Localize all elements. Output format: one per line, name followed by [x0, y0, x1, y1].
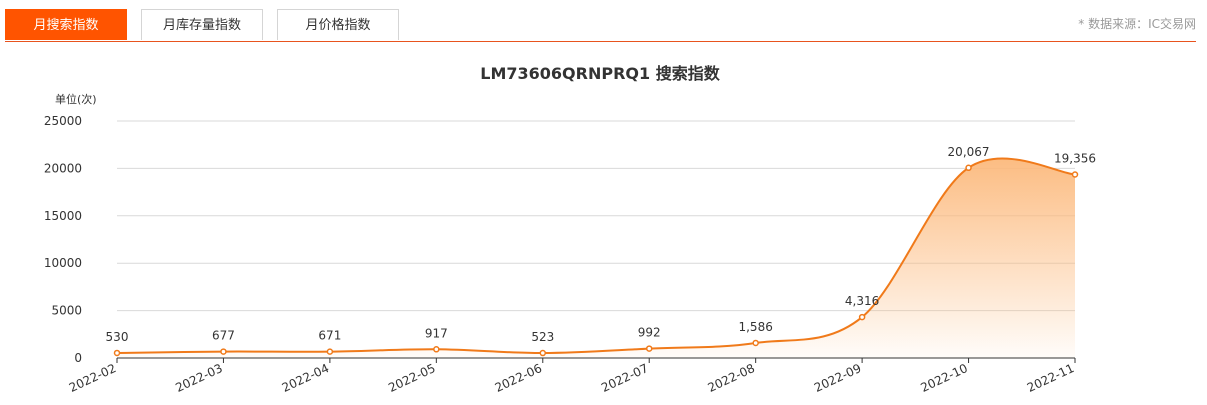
data-point-4: [539, 349, 547, 357]
data-label-0: 530: [106, 330, 129, 344]
data-point-2: [326, 348, 334, 355]
x-tick-label-5: 2022-07: [599, 361, 650, 395]
data-point-9: [1071, 171, 1079, 178]
y-tick-label-2: 10000: [44, 256, 82, 270]
x-tick-label-3: 2022-05: [386, 361, 437, 395]
data-point-3: [433, 346, 440, 353]
x-tick-label-2: 2022-04: [280, 361, 331, 395]
data-point-0: [113, 349, 121, 357]
data-label-9: 19,356: [1054, 152, 1096, 166]
data-label-6: 1,586: [738, 320, 772, 334]
series-line: [116, 157, 1076, 355]
data-point-8: [965, 164, 972, 172]
data-point-7: [858, 313, 866, 321]
y-tick-label-4: 20000: [44, 161, 82, 175]
y-tick-label-1: 5000: [51, 304, 82, 318]
data-point-6: [752, 339, 759, 347]
y-tick-label-0: 0: [74, 351, 82, 365]
data-point-1: [220, 348, 227, 355]
tab-monthly-search-index[interactable]: 月搜索指数: [5, 9, 127, 40]
data-label-2: 671: [318, 329, 341, 343]
data-label-7: 4,316: [845, 294, 879, 308]
y-tick-label-5: 25000: [44, 114, 82, 128]
x-tick-label-7: 2022-09: [812, 361, 863, 395]
tab-monthly-price-index[interactable]: 月价格指数: [277, 9, 399, 40]
data-label-3: 917: [425, 326, 448, 340]
data-source-note: * 数据来源：IC交易网: [1078, 17, 1196, 31]
data-label-1: 677: [212, 329, 235, 343]
data-point-5: [645, 345, 653, 352]
x-tick-label-8: 2022-10: [918, 361, 969, 395]
data-label-8: 20,067: [948, 145, 990, 159]
x-tick-label-9: 2022-11: [1025, 361, 1076, 395]
tab-bar: 月搜索指数 月库存量指数 月价格指数: [5, 9, 1196, 42]
y-tick-label-3: 15000: [44, 209, 82, 223]
tab-monthly-inventory-index[interactable]: 月库存量指数: [141, 9, 263, 40]
data-label-4: 523: [531, 330, 554, 344]
series-area: [117, 158, 1075, 358]
chart-title: LM73606QRNPRQ1 搜索指数: [480, 64, 720, 83]
x-tick-label-0: 2022-02: [67, 361, 118, 395]
x-tick-label-6: 2022-08: [706, 361, 757, 395]
y-axis-unit-label: 单位(次): [55, 92, 97, 106]
x-tick-label-4: 2022-06: [493, 361, 544, 395]
data-label-5: 992: [638, 326, 661, 340]
x-tick-label-1: 2022-03: [173, 361, 224, 395]
